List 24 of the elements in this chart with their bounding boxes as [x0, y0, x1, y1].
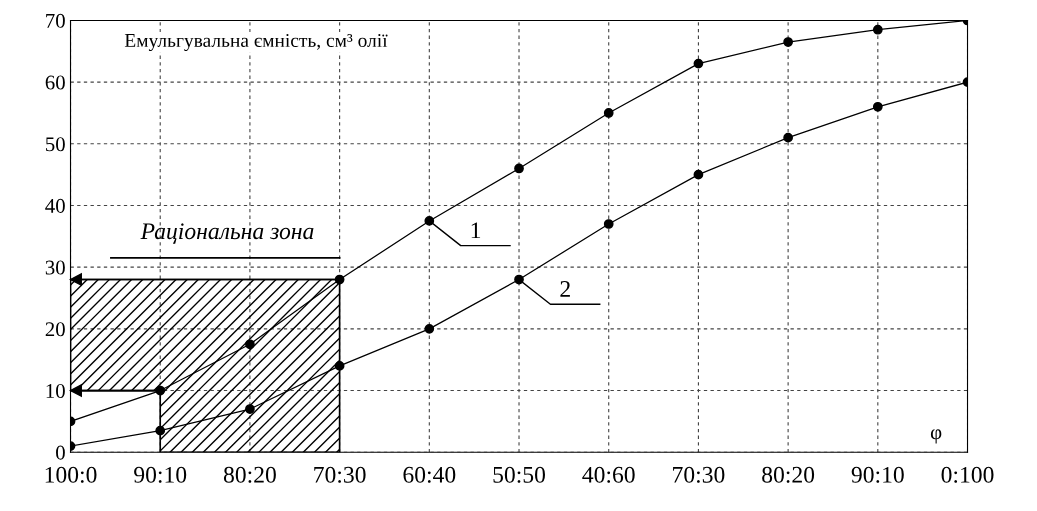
y-tick-label: 30: [45, 260, 65, 275]
x-tick-label: 100:0: [45, 466, 97, 483]
x-tick-label: 80:20: [223, 466, 276, 483]
x-tick-label: 60:40: [403, 466, 456, 483]
y-tick-label: 40: [45, 198, 65, 213]
y-tick-label: 0: [56, 445, 65, 460]
x-tick-label: 70:30: [673, 466, 725, 483]
annotation: 1: [471, 222, 481, 239]
annotation: Раціональна зона: [140, 223, 314, 244]
y-tick-label: 20: [45, 322, 65, 337]
x-tick-label: 40:60: [582, 466, 635, 483]
x-tick-label: 0:100: [941, 466, 994, 483]
y-tick-label: 70: [46, 13, 65, 28]
y-tick-label: 10: [46, 383, 65, 398]
x-axis-title: φ: [930, 429, 942, 444]
x-tick-label: 80:20: [762, 466, 815, 483]
annotation: 2: [560, 281, 570, 297]
x-tick-label: 50:50: [493, 466, 546, 483]
y-axis-title: Емульгувальна ємність, см³ олії: [124, 33, 388, 52]
x-tick-label: 70:30: [314, 466, 366, 483]
x-tick-label: 90:10: [134, 466, 187, 483]
x-tick-label: 90:10: [851, 466, 904, 483]
y-tick-label: 50: [46, 137, 65, 152]
y-tick-label: 60: [45, 75, 65, 90]
